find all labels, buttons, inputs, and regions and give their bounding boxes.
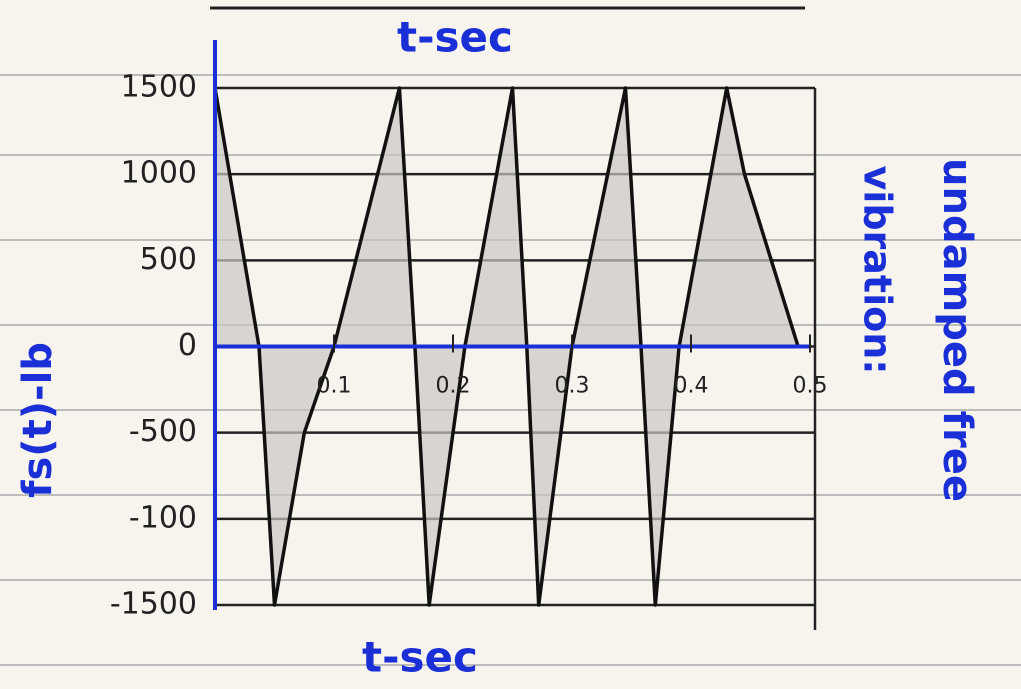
y-tick-label: 1000: [121, 156, 197, 191]
x-tick-label: 0.3: [555, 374, 590, 399]
y-tick-label: -500: [129, 414, 197, 449]
y-tick-label: -100: [129, 500, 197, 535]
annotation: vibration:: [856, 166, 900, 375]
x-axis-label: t-sec: [362, 633, 478, 682]
annotation: undamped free: [934, 158, 980, 502]
y-tick-label: 500: [140, 242, 197, 277]
y-tick-label: 1500: [121, 70, 197, 105]
y-tick-label: 0: [178, 328, 197, 363]
chart: t-sec t-sec fs(t)-lb undamped free vibra…: [0, 0, 1021, 689]
x-tick-label: 0.5: [793, 374, 828, 399]
y-tick-label: -1500: [110, 587, 197, 622]
x-tick-label: 0.1: [317, 374, 352, 399]
x-tick-label: 0.2: [436, 374, 471, 399]
chart-title: t-sec: [397, 13, 513, 62]
y-axis-label: fs(t)-lb: [15, 342, 61, 498]
x-tick-label: 0.4: [674, 374, 709, 399]
